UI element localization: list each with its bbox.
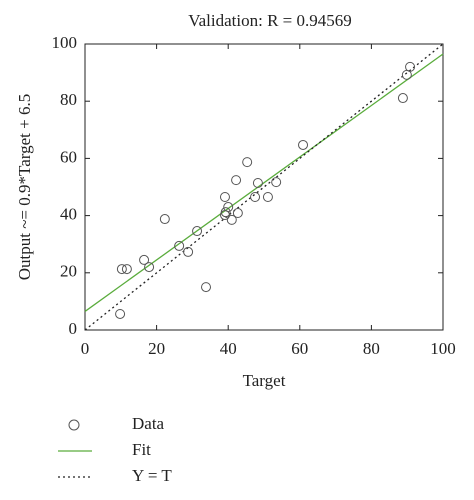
- legend-label: Fit: [132, 440, 151, 459]
- y-tick-label: 100: [52, 33, 78, 52]
- data-point: [242, 157, 253, 168]
- data-point: [220, 207, 231, 218]
- legend-marker: [68, 419, 80, 431]
- data-point: [397, 93, 408, 104]
- x-tick-label: 0: [81, 339, 90, 358]
- data-point: [232, 208, 243, 219]
- x-tick-label: 100: [430, 339, 456, 358]
- data-point: [298, 139, 309, 150]
- y-axis-label: Output ~= 0.9*Target + 6.5: [15, 94, 34, 280]
- chart-title: Validation: R = 0.94569: [188, 11, 352, 30]
- data-point: [201, 282, 212, 293]
- legend-label: Data: [132, 414, 165, 433]
- data-point: [226, 214, 237, 225]
- x-tick-label: 60: [291, 339, 308, 358]
- data-point: [139, 254, 150, 265]
- data-point: [192, 226, 203, 237]
- data-point: [271, 177, 282, 188]
- series-line: [84, 43, 444, 331]
- data-point: [121, 264, 132, 275]
- data-point: [183, 246, 194, 257]
- data-point: [116, 264, 127, 275]
- y-tick-label: 20: [60, 262, 77, 281]
- data-point: [223, 202, 234, 213]
- data-point: [115, 308, 126, 319]
- x-tick-label: 20: [148, 339, 165, 358]
- x-tick-label: 80: [363, 339, 380, 358]
- y-tick-label: 40: [60, 205, 77, 224]
- legend-label: Y = T: [132, 466, 172, 485]
- data-point: [262, 192, 273, 203]
- y-tick-label: 80: [60, 90, 77, 109]
- x-tick-label: 40: [220, 339, 237, 358]
- x-axis-label: Target: [243, 371, 286, 390]
- data-point: [219, 192, 230, 203]
- data-point: [231, 175, 242, 186]
- data-point: [405, 61, 416, 72]
- data-point: [174, 240, 185, 251]
- data-point: [159, 214, 170, 225]
- data-point: [144, 262, 155, 273]
- y-tick-label: 0: [69, 319, 78, 338]
- plot-frame: [84, 43, 444, 331]
- y-tick-label: 60: [60, 147, 77, 166]
- series-line: [84, 53, 444, 312]
- data-point: [250, 192, 261, 203]
- data-point: [252, 177, 263, 188]
